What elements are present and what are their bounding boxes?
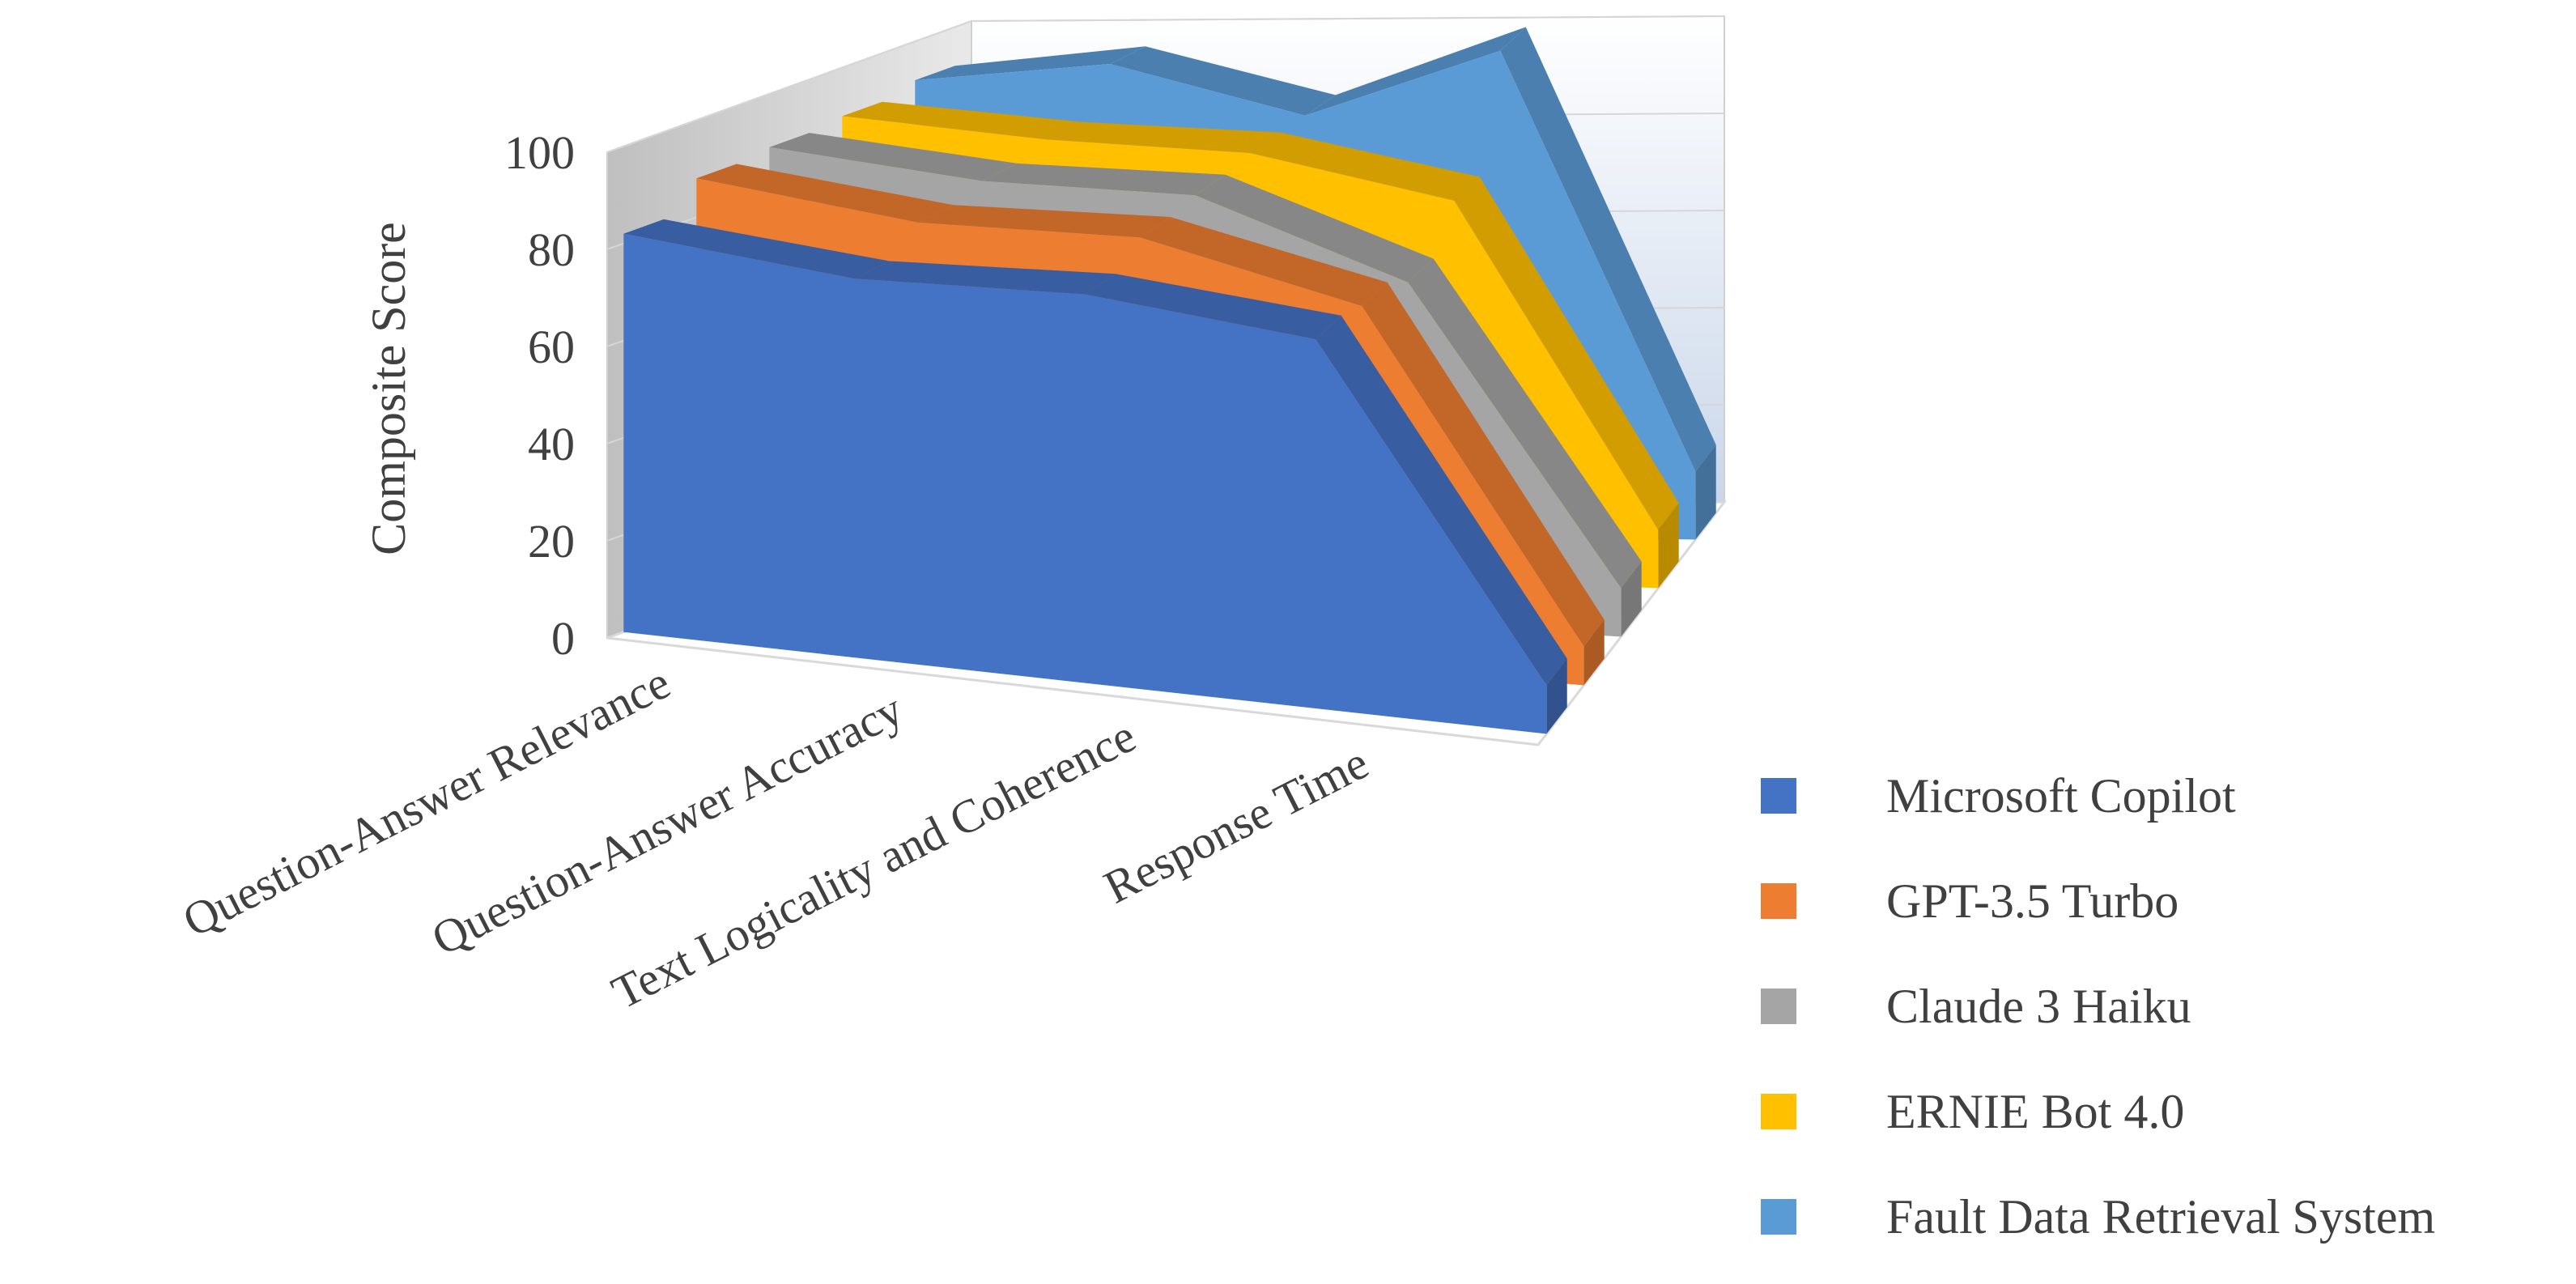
legend-item: Microsoft Copilot [1761, 769, 2236, 823]
legend-swatch [1761, 1094, 1796, 1129]
series-3-top [982, 163, 1226, 196]
series-3-top [1408, 258, 1642, 589]
series-5-end [1695, 444, 1716, 540]
legend-swatch [1761, 989, 1796, 1024]
series-1-top [1316, 315, 1567, 686]
x-tick-label: Question-Answer Relevance [175, 656, 678, 947]
series-5-top [1110, 46, 1336, 116]
series-4-top [1250, 132, 1480, 201]
y-tick-label: 80 [528, 223, 575, 276]
legend-label: GPT-3.5 Turbo [1886, 874, 2179, 928]
y-axis-title: Composite Score [362, 222, 415, 555]
legend-label: Fault Data Retrieval System [1886, 1190, 2435, 1244]
legend: Microsoft Copilot GPT-3.5 Turbo Claude 3 H… [1761, 769, 2435, 1244]
series-1-top [623, 219, 890, 279]
legend-item: Claude 3 Haiku [1761, 980, 2191, 1033]
y-tick-label: 0 [551, 612, 575, 665]
series-4-top [1454, 176, 1679, 530]
series-2-top [918, 205, 1171, 238]
y-tick-label: 40 [528, 418, 575, 470]
legend-label: Microsoft Copilot [1886, 769, 2236, 823]
x-tick-label: Question-Answer Accuracy [423, 682, 911, 966]
y-tick-label: 60 [528, 321, 575, 373]
series-layer [623, 27, 1716, 734]
series-2-top [1140, 217, 1388, 306]
legend-item: GPT-3.5 Turbo [1761, 874, 2179, 928]
series-2-top [1362, 282, 1605, 647]
series-1-end [1546, 658, 1567, 734]
legend-swatch [1761, 1199, 1796, 1235]
series-1-top [854, 261, 1116, 295]
y-tick-label: 100 [504, 126, 575, 179]
series-4-top [1046, 121, 1281, 153]
legend-label: Claude 3 Haiku [1886, 980, 2191, 1033]
x-axis-ticks: Question-Answer RelevanceQuestion-Answer… [175, 656, 1377, 1019]
series-4-end [1658, 503, 1679, 589]
gridline [606, 15, 1725, 153]
legend-label: ERNIE Bot 4.0 [1886, 1085, 2184, 1138]
series-2-top [696, 164, 954, 223]
y-tick-label: 20 [528, 515, 575, 568]
legend-swatch [1761, 883, 1796, 919]
legend-swatch [1761, 778, 1796, 814]
series-4-top [842, 101, 1082, 140]
series-5-top [1500, 27, 1716, 472]
legend-item: ERNIE Bot 4.0 [1761, 1085, 2184, 1138]
series-3-top [1195, 174, 1434, 283]
series-1-top [1085, 274, 1341, 340]
series-2-end [1583, 619, 1605, 686]
x-tick-label: Text Logicality and Coherence [603, 709, 1143, 1019]
y-axis-ticks: 0 20 40 60 80 100 [504, 126, 575, 665]
series-1 [623, 219, 1567, 734]
series-1-area [623, 233, 1547, 734]
legend-item: Fault Data Retrieval System [1761, 1190, 2435, 1244]
x-tick-label: Response Time [1095, 736, 1376, 914]
series-5-top [1305, 27, 1526, 116]
series-3-end [1621, 561, 1642, 637]
series-5-top [915, 46, 1146, 81]
series-3-top [769, 133, 1018, 181]
